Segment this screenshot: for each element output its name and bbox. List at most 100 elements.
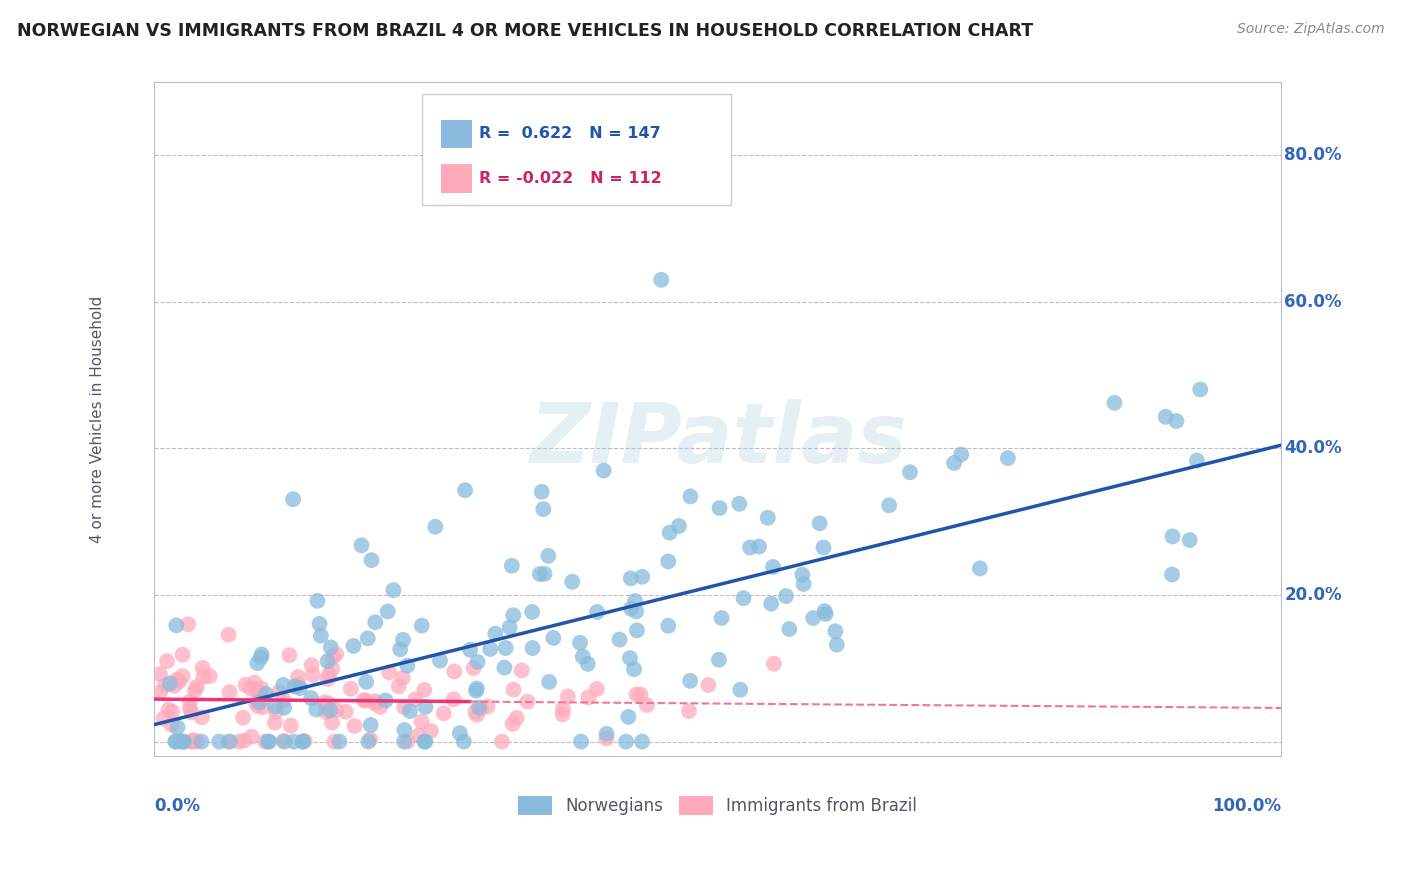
- Point: [364, 615, 387, 630]
- Point: [399, 704, 422, 718]
- Point: [658, 525, 681, 540]
- Point: [335, 705, 357, 719]
- Text: Source: ZipAtlas.com: Source: ZipAtlas.com: [1237, 22, 1385, 37]
- Point: [259, 734, 281, 748]
- Point: [657, 619, 679, 633]
- Point: [1166, 414, 1188, 428]
- Point: [321, 662, 343, 676]
- Point: [477, 699, 499, 714]
- Point: [218, 685, 240, 699]
- Point: [246, 698, 269, 713]
- Text: ZIPatlas: ZIPatlas: [529, 399, 907, 480]
- Point: [159, 676, 181, 690]
- Point: [814, 607, 837, 621]
- Point: [172, 734, 194, 748]
- Point: [1104, 396, 1126, 410]
- Point: [318, 668, 340, 682]
- Point: [813, 541, 835, 555]
- Point: [778, 622, 800, 636]
- Point: [825, 638, 848, 652]
- Point: [364, 697, 387, 711]
- Point: [179, 702, 201, 716]
- Point: [263, 715, 285, 730]
- Point: [278, 648, 301, 662]
- Point: [191, 710, 214, 724]
- Point: [343, 719, 366, 733]
- Point: [240, 730, 263, 744]
- Point: [360, 718, 382, 732]
- Point: [1161, 567, 1184, 582]
- Point: [522, 641, 544, 656]
- Point: [1189, 383, 1212, 397]
- Point: [585, 681, 607, 696]
- Point: [273, 734, 295, 748]
- Point: [218, 734, 240, 748]
- Point: [730, 682, 752, 697]
- Point: [533, 566, 555, 581]
- Point: [609, 632, 631, 647]
- Point: [186, 680, 208, 694]
- Point: [710, 611, 733, 625]
- Point: [463, 661, 485, 675]
- Point: [342, 639, 364, 653]
- Point: [630, 688, 652, 702]
- Point: [291, 734, 314, 748]
- Point: [153, 678, 176, 692]
- Point: [813, 604, 835, 618]
- Point: [543, 631, 565, 645]
- Point: [668, 519, 690, 533]
- Point: [396, 734, 419, 748]
- Point: [468, 700, 491, 714]
- Point: [307, 594, 329, 608]
- Point: [217, 734, 239, 748]
- Point: [319, 640, 342, 655]
- Point: [163, 679, 186, 693]
- Point: [491, 734, 513, 748]
- Point: [392, 700, 415, 714]
- Point: [172, 669, 194, 683]
- Point: [357, 734, 380, 748]
- Text: 100.0%: 100.0%: [1212, 797, 1281, 814]
- Text: 0.0%: 0.0%: [155, 797, 200, 814]
- Point: [149, 667, 172, 681]
- Point: [325, 703, 347, 717]
- Point: [183, 733, 205, 747]
- Point: [775, 589, 797, 603]
- Point: [273, 693, 295, 707]
- Point: [160, 705, 183, 719]
- Point: [318, 697, 340, 711]
- Point: [284, 680, 307, 694]
- Point: [314, 696, 336, 710]
- Point: [943, 456, 966, 470]
- Point: [578, 690, 600, 705]
- Point: [561, 574, 583, 589]
- Point: [522, 605, 544, 619]
- Point: [467, 655, 489, 669]
- Point: [169, 674, 191, 689]
- Point: [180, 734, 202, 748]
- Point: [537, 549, 560, 563]
- Point: [389, 642, 412, 657]
- Point: [287, 677, 309, 691]
- Point: [538, 674, 561, 689]
- Text: 4 or more Vehicles in Household: 4 or more Vehicles in Household: [90, 295, 105, 542]
- Point: [484, 626, 506, 640]
- Point: [756, 510, 779, 524]
- Point: [626, 604, 648, 618]
- Point: [273, 734, 295, 748]
- Point: [180, 706, 202, 720]
- Point: [458, 642, 481, 657]
- Point: [269, 685, 291, 699]
- Point: [392, 632, 415, 647]
- Point: [762, 560, 785, 574]
- Point: [328, 734, 350, 748]
- Point: [572, 649, 595, 664]
- Point: [499, 620, 522, 634]
- Point: [152, 712, 174, 726]
- Text: 80.0%: 80.0%: [1284, 146, 1341, 164]
- Point: [494, 660, 516, 674]
- Point: [801, 611, 824, 625]
- Point: [160, 718, 183, 732]
- Point: [308, 616, 330, 631]
- Point: [165, 734, 187, 748]
